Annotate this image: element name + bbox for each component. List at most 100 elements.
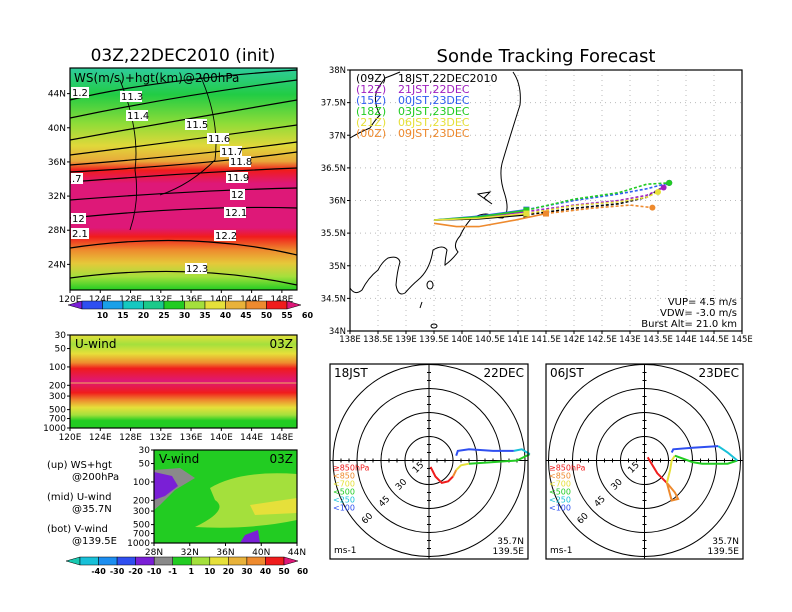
colorbar-label: 60 [302,311,314,320]
colorbar-label: 55 [281,311,293,320]
hodograph-legend-item: <850 [549,472,571,481]
tick-label: 140E [451,335,473,345]
svg-text:2.1: 2.1 [72,229,88,240]
tick-label: 144E [240,433,263,443]
tick-label: 38N [329,66,346,76]
v-wind-panel: V-wind 03Z 28N 32N 36N 40N 44N 30 50 100 200300… [65,446,309,576]
tick-label: 36N [329,197,346,207]
tick-label: 124E [89,295,112,305]
hodograph-segment-3 [468,453,531,465]
tick-label: 50 [139,460,151,470]
tick-label: 700 [133,530,150,540]
track-end-point [655,189,661,196]
tick-label: 40N [252,548,270,558]
hodograph-time: 06JST [550,366,584,380]
track-burst-marker [523,207,530,214]
tick-label: 28N [145,548,163,558]
colorbar-label: 50 [278,567,290,576]
v-wind-time: 03Z [270,452,294,466]
svg-text:11.6: 11.6 [208,134,230,145]
colorbar-arrow-high [286,300,302,310]
v-wind-purple [154,472,178,500]
ws-contour-labels: 1.2 11.3 11.4 11.5 11.6 11.7 11.8 .7 11.… [71,87,252,275]
v-wind-label: V-wind [159,452,199,466]
colorbar-swatch [265,556,285,566]
param-burst: Burst Alt= 21.0 km [641,319,737,330]
tick-label: 100 [49,363,66,373]
hodograph-frame [329,363,529,560]
colorbar-swatch [153,556,173,566]
colorbar-swatch [79,556,99,566]
legend-time-jst: 06JST,23DEC [398,116,470,129]
track-end-point [666,179,673,186]
tick-label: 34N [329,327,346,337]
contour-label: 11.9 [226,172,249,184]
u-wind-time: 03Z [270,337,294,351]
colorbar-swatch [225,300,247,310]
colorbar-label: 45 [240,311,252,320]
tick-label: 141E [507,335,529,345]
tick-label: 100 [133,478,150,488]
param-vdw: VDW= -3.0 m/s [660,308,737,319]
legend-time-jst: 21JST,22DEC [398,83,470,96]
hodograph-segment-5 [455,448,514,457]
tick-label: 500 [49,406,66,416]
ring-label: 60 [360,511,375,526]
tick-label: 140.5E [475,335,505,345]
track-line-dashed-5 [545,204,653,215]
tick-label: 35N [329,262,346,272]
tick-label: 140E [210,433,233,443]
hodograph-legend-item: <500 [333,488,355,497]
tick-label: 35.5N [321,229,346,239]
ws-map-label: WS(m/s)+hgt(km)@200hPa [74,71,239,85]
colorbar-label: 40 [260,567,272,576]
tick-label: 28N [48,226,66,236]
hodograph-segment-4 [513,448,531,455]
hodograph-segment-2 [665,455,676,484]
u-wind-panel: U-wind 03Z 120E 124E 128E 132E 136E 140E 144E 1… [43,331,298,443]
hodograph-segment-5 [670,445,719,453]
tick-label: 140E [210,295,233,305]
svg-text:12.3: 12.3 [186,264,208,275]
tick-label: 124E [89,433,112,443]
hodograph-legend-item: <700 [333,480,355,489]
hodograph-frame [545,363,744,560]
tick-label: 144E [240,295,263,305]
tick-label: 136E [180,295,203,305]
contour-label: 11.3 [120,91,143,103]
note-bot-line2: @139.5E [72,536,117,547]
colorbar-label: -20 [128,567,143,576]
tick-label: 139.5E [419,335,449,345]
hodograph-lon: 139.5E [708,547,740,557]
colorbar-swatch [122,300,144,310]
colorbar-swatch [245,300,267,310]
colorbar-swatch [172,556,192,566]
colorbar-swatch [102,300,124,310]
coastline [349,71,521,329]
tick-label: 120E [59,295,82,305]
sonde-legend: (09Z) 18JST,22DEC2010 (12Z) 21JST,22DEC (15Z… [356,72,498,140]
svg-text:1.2: 1.2 [72,88,88,99]
note-mid-line1: (mid) U-wind [47,492,111,503]
tick-label: 500 [133,521,150,531]
v-wind-yellow [250,498,297,515]
colorbar-swatch [266,300,288,310]
tick-label: 136E [180,433,203,443]
tick-label: 34.5N [321,294,346,304]
tick-label: 36.5N [321,164,346,174]
hodograph-unit: ms-1 [550,546,572,556]
ring-label: 30 [610,477,625,492]
legend-time-z: (00Z) [356,127,386,140]
hodograph-segment-0 [429,466,454,485]
sonde-track-panel: Sonde Tracking Forecast (09Z) 18JST,22DEC… [321,46,753,345]
svg-text:12: 12 [231,190,244,201]
hodograph-date: 23DEC [699,366,739,380]
colorbar-label: -1 [168,567,177,576]
colorbar-swatch [143,300,165,310]
ring-label: 15 [411,460,426,475]
tick-label: 30 [55,331,67,341]
svg-text:.7: .7 [72,174,82,185]
colorbar-label: 40 [220,311,232,320]
tick-label: 36N [216,548,234,558]
hodograph-date: 22DEC [484,366,524,380]
